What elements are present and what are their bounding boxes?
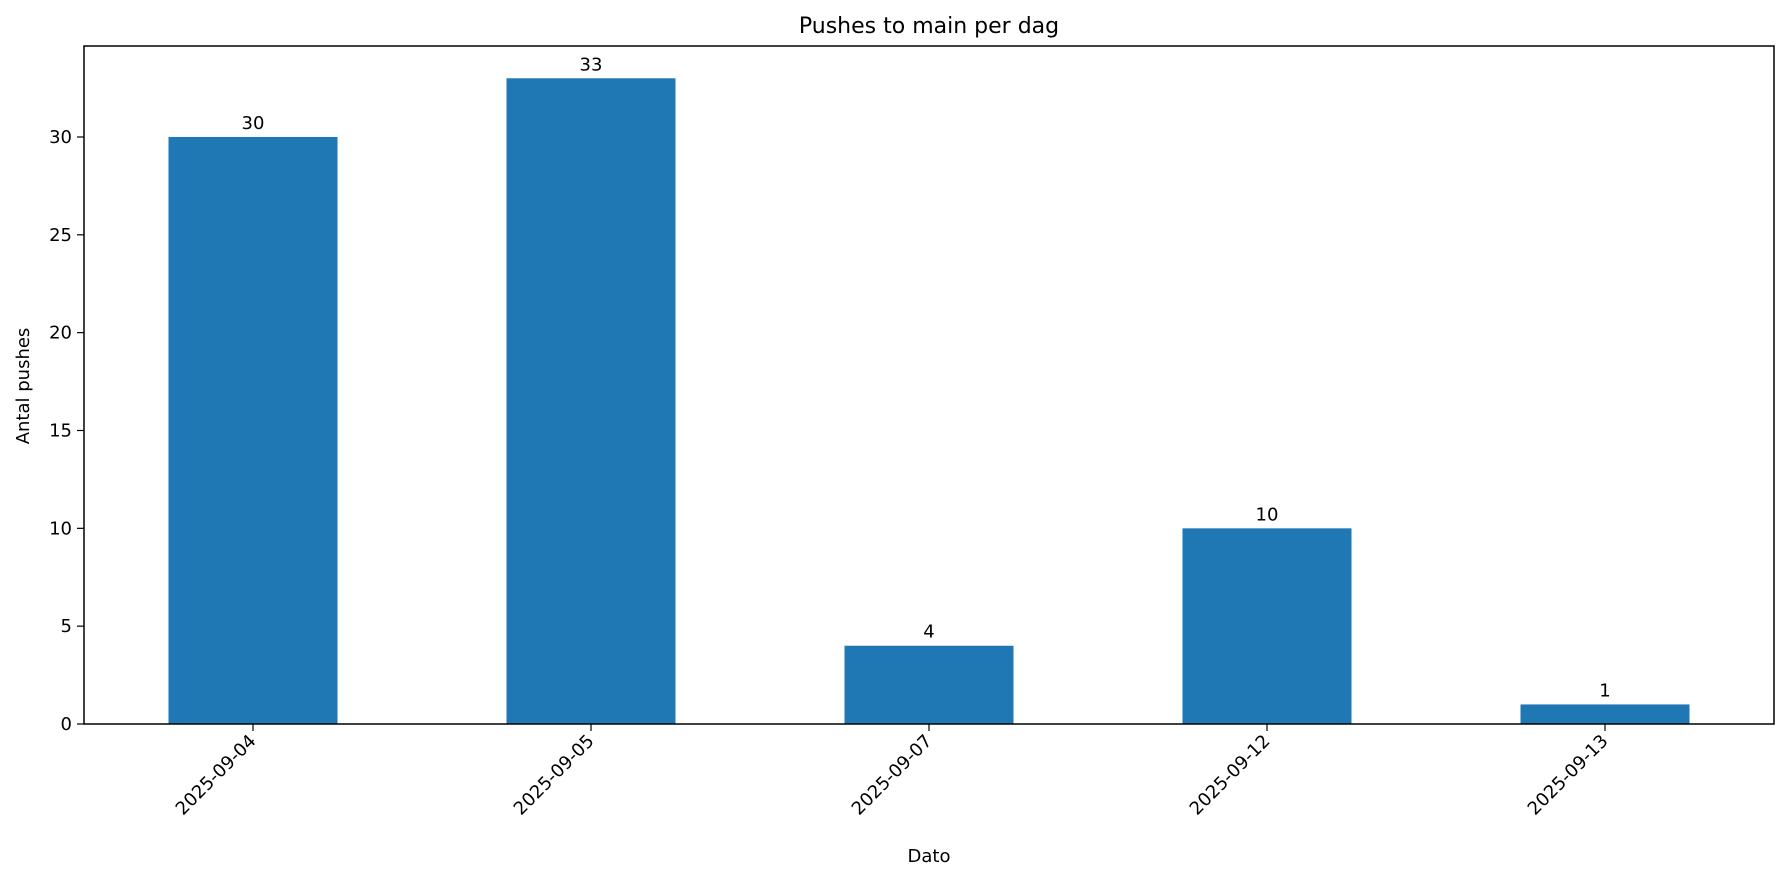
y-tick-label: 30 — [49, 127, 72, 148]
bar — [506, 78, 676, 725]
bar-value-label: 4 — [923, 622, 934, 643]
bar — [168, 136, 338, 725]
y-tick-label: 20 — [49, 323, 72, 344]
bar — [1182, 528, 1352, 724]
chart-title: Pushes to main per dag — [799, 14, 1059, 39]
y-axis-label: Antal pushes — [13, 328, 34, 445]
plot-area: 30 33 4 10 1 — [168, 54, 1690, 725]
y-axis: 0 5 10 15 20 25 30 — [49, 127, 84, 735]
x-axis-label: Dato — [908, 846, 951, 867]
y-tick-label: 10 — [49, 518, 72, 539]
y-tick-label: 0 — [61, 714, 72, 735]
bar-value-label: 1 — [1599, 680, 1610, 701]
bar-value-label: 10 — [1256, 504, 1279, 525]
plot-frame — [83, 45, 1775, 725]
y-tick-label: 5 — [61, 616, 72, 637]
bar — [1520, 704, 1690, 724]
bar-value-label: 33 — [580, 54, 603, 75]
y-tick-label: 15 — [49, 420, 72, 441]
bar — [844, 645, 1014, 724]
y-tick-label: 25 — [49, 225, 72, 246]
bar-value-label: 30 — [242, 113, 265, 134]
